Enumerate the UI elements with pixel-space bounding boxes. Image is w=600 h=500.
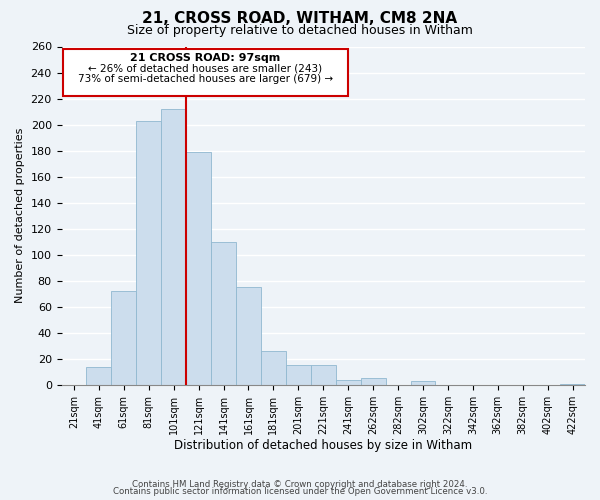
Text: Contains public sector information licensed under the Open Government Licence v3: Contains public sector information licen…: [113, 487, 487, 496]
Bar: [410, 381, 436, 385]
Bar: [211, 242, 236, 385]
Text: 21 CROSS ROAD: 97sqm: 21 CROSS ROAD: 97sqm: [130, 53, 281, 63]
Text: 21, CROSS ROAD, WITHAM, CM8 2NA: 21, CROSS ROAD, WITHAM, CM8 2NA: [142, 11, 458, 26]
X-axis label: Distribution of detached houses by size in Witham: Distribution of detached houses by size …: [174, 440, 472, 452]
Text: Size of property relative to detached houses in Witham: Size of property relative to detached ho…: [127, 24, 473, 37]
Text: ← 26% of detached houses are smaller (243): ← 26% of detached houses are smaller (24…: [88, 64, 323, 74]
Bar: [136, 120, 161, 385]
Bar: [560, 384, 585, 385]
Bar: [161, 109, 186, 385]
Y-axis label: Number of detached properties: Number of detached properties: [15, 128, 25, 304]
Bar: [236, 287, 261, 385]
Bar: [336, 380, 361, 385]
FancyBboxPatch shape: [63, 49, 348, 96]
Bar: [361, 378, 386, 385]
Bar: [261, 351, 286, 385]
Text: 73% of semi-detached houses are larger (679) →: 73% of semi-detached houses are larger (…: [78, 74, 333, 84]
Bar: [311, 366, 336, 385]
Text: Contains HM Land Registry data © Crown copyright and database right 2024.: Contains HM Land Registry data © Crown c…: [132, 480, 468, 489]
Bar: [112, 291, 136, 385]
Bar: [286, 366, 311, 385]
Bar: [186, 152, 211, 385]
Bar: [86, 366, 112, 385]
